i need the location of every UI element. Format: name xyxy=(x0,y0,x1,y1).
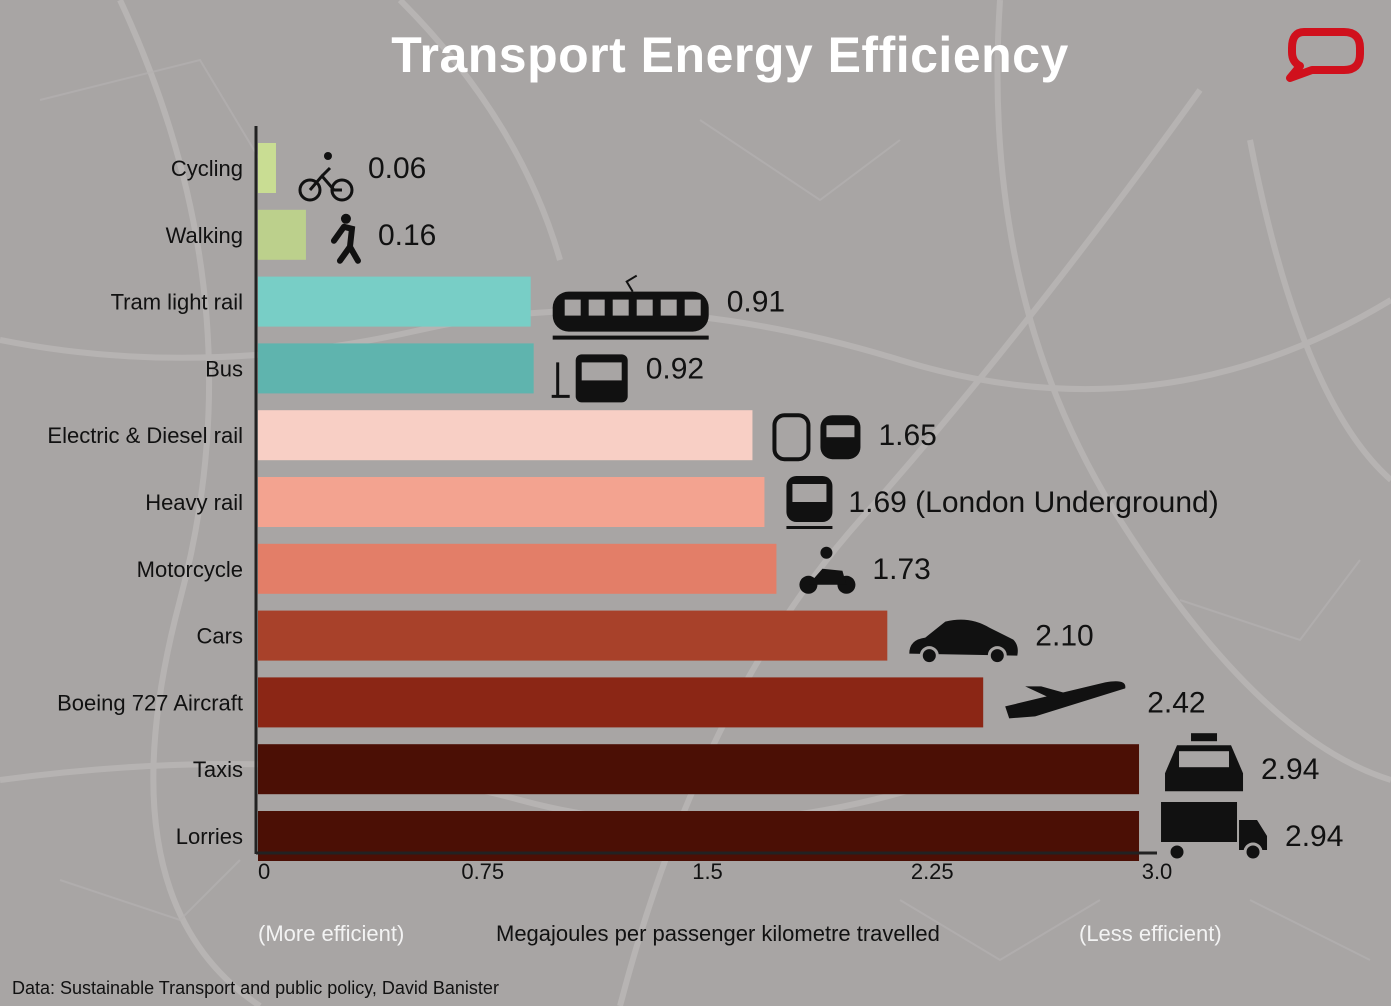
x-tick-label: 1.5 xyxy=(692,859,723,884)
motorcycle-icon xyxy=(799,546,856,594)
rail xyxy=(552,335,709,340)
x-axis-label: Megajoules per passenger kilometre trave… xyxy=(496,921,940,946)
bar-tram-light-rail xyxy=(258,276,531,327)
cab xyxy=(1239,820,1268,850)
body xyxy=(909,619,1018,656)
bar-motorcycle xyxy=(258,543,777,594)
x-tick-label: 0 xyxy=(258,859,270,884)
category-label: Cycling xyxy=(171,156,243,181)
container xyxy=(1161,802,1238,842)
data-label: 2.94 xyxy=(1261,753,1319,786)
bar-cars xyxy=(258,610,888,661)
rider xyxy=(820,546,833,559)
data-label: 2.42 xyxy=(1147,686,1205,719)
category-label: Walking xyxy=(166,223,243,248)
sign xyxy=(1191,733,1218,742)
more-efficient-note: (More efficient) xyxy=(258,921,405,946)
data-label: 0.91 xyxy=(727,286,785,319)
window xyxy=(684,299,701,316)
stop xyxy=(551,362,570,398)
rail xyxy=(786,526,833,529)
walking-person-icon xyxy=(330,213,361,264)
window xyxy=(588,299,605,316)
data-label: 0.06 xyxy=(368,152,426,185)
data-label: 1.73 xyxy=(872,553,930,586)
data-label: 2.10 xyxy=(1035,620,1093,653)
category-label: Heavy rail xyxy=(145,490,243,515)
body xyxy=(330,223,361,264)
lorry-icon xyxy=(1161,802,1268,862)
airplane-icon xyxy=(1005,681,1126,719)
wheel xyxy=(919,646,939,666)
category-label: Motorcycle xyxy=(137,557,243,582)
wheel xyxy=(330,178,354,202)
bar-cycling xyxy=(258,143,276,193)
x-tick-label: 0.75 xyxy=(461,859,504,884)
x-tick-label: 3.0 xyxy=(1142,859,1173,884)
head xyxy=(323,152,332,160)
wheel xyxy=(987,646,1007,666)
train-icon xyxy=(772,413,861,462)
speech-bubble-logo xyxy=(1286,28,1364,82)
bus-icon xyxy=(551,354,628,403)
window xyxy=(564,299,581,316)
plane xyxy=(1005,681,1126,719)
wheel xyxy=(1167,842,1187,862)
window xyxy=(792,484,827,502)
frame xyxy=(308,166,342,192)
bar-bus xyxy=(258,343,534,394)
tram-icon xyxy=(552,274,709,340)
bar-electric-diesel-rail xyxy=(258,410,753,461)
window xyxy=(660,299,677,316)
window xyxy=(1179,751,1230,768)
window xyxy=(826,425,855,438)
category-label: Tram light rail xyxy=(111,290,243,315)
body xyxy=(808,568,847,585)
category-label: Boeing 727 Aircraft xyxy=(57,690,243,715)
data-label: 0.92 xyxy=(646,352,704,385)
category-label: Lorries xyxy=(176,824,243,849)
window xyxy=(612,299,629,316)
category-label: Taxis xyxy=(193,757,243,782)
data-label: 1.69 (London Underground) xyxy=(848,486,1218,519)
bar-walking xyxy=(258,209,306,260)
underground-train-icon xyxy=(786,476,833,529)
bar-boeing-727-aircraft xyxy=(258,677,984,728)
category-label: Electric & Diesel rail xyxy=(47,423,243,448)
car-icon xyxy=(909,619,1018,666)
data-label: 0.16 xyxy=(378,219,436,252)
bar-heavy-rail xyxy=(258,477,765,527)
bar-taxis xyxy=(258,744,1140,795)
data-label: 2.94 xyxy=(1285,820,1343,853)
wheel xyxy=(1243,842,1263,862)
bicycle-icon xyxy=(298,152,354,202)
less-efficient-note: (Less efficient) xyxy=(1079,921,1222,946)
window xyxy=(636,299,653,316)
pantograph xyxy=(625,274,638,293)
tram xyxy=(772,413,811,462)
x-tick-label: 2.25 xyxy=(911,859,954,884)
data-label: 1.65 xyxy=(878,419,936,452)
wheel xyxy=(298,178,322,202)
chart-title: Transport Energy Efficiency xyxy=(391,27,1069,83)
taxi-icon xyxy=(1165,733,1244,792)
category-label: Cars xyxy=(197,624,243,649)
window xyxy=(581,362,622,381)
source-note: Data: Sustainable Transport and public p… xyxy=(12,978,499,998)
category-label: Bus xyxy=(205,356,243,381)
head xyxy=(340,213,351,224)
